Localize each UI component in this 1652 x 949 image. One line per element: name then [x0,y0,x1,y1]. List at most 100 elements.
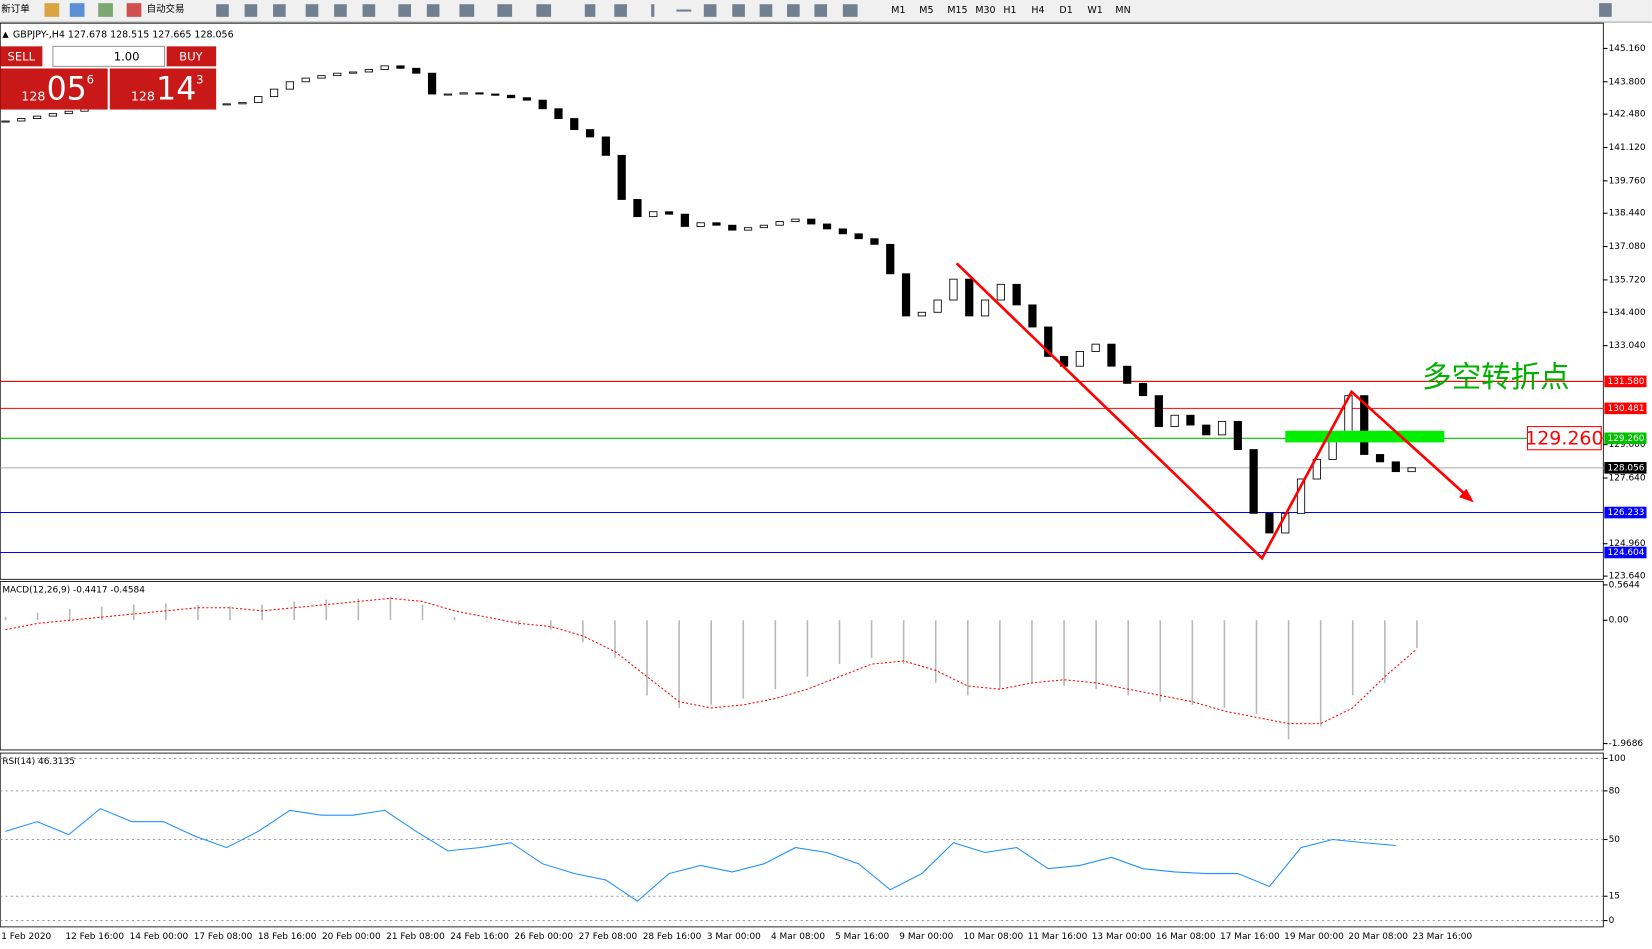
annotation: 多空转折点 [1422,360,1569,394]
level-axis-label: 128.056 [1608,463,1645,473]
macd-panel [0,580,1604,751]
candle [364,69,373,73]
candle [1012,283,1021,306]
icon[interactable] [362,4,376,17]
x-tick-label: 3 Mar 00:00 [707,932,761,942]
candle [996,283,1005,301]
timeframe-button[interactable]: H4 [1031,5,1044,16]
icon[interactable] [305,4,319,17]
candle [1249,449,1258,514]
timeframe-button[interactable]: MN [1115,5,1130,16]
x-tick-label: 27 Feb 08:00 [579,932,638,942]
buy-prefix: 128 [131,88,155,103]
buy-label[interactable]: BUY [179,49,203,63]
icon[interactable] [759,4,773,17]
icon[interactable] [651,4,655,17]
icon[interactable] [536,4,552,17]
new-order-button[interactable]: 新订单 [1,3,29,15]
sell-button[interactable] [0,46,43,67]
y-tick-label: 100 [1609,754,1626,764]
candle [412,67,421,74]
y-tick-label: 142.480 [1609,110,1646,120]
icon[interactable] [216,4,229,17]
y-tick-label: 127.640 [1609,474,1646,484]
candle [570,118,579,131]
search-icon[interactable] [1599,3,1612,17]
candle [680,213,689,227]
collapse-icon[interactable] [2,31,9,38]
x-tick-label: 10 Mar 08:00 [963,932,1023,942]
y-tick-label: 137.080 [1609,242,1646,252]
candle [506,94,516,99]
icon[interactable] [98,3,113,17]
icon[interactable] [614,4,627,17]
timeframe-button[interactable]: M5 [919,5,933,16]
candle [1407,467,1416,473]
icon[interactable] [273,4,286,17]
icon[interactable] [584,4,596,17]
icon[interactable] [787,4,800,17]
x-tick-label: 21 Feb 08:00 [386,932,445,942]
timeframe-button[interactable]: W1 [1087,5,1102,16]
timeframes: M1 M5 M15 M30 H1 H4 D1 W1 MN [891,5,1130,16]
sell-label[interactable]: SELL [8,49,36,63]
sell-prefix: 128 [21,88,45,103]
icon[interactable] [732,4,745,17]
candle [949,278,958,301]
icon[interactable] [676,9,692,12]
candle [728,224,737,231]
y-tick-label: 134.400 [1609,308,1646,318]
timeframe-button[interactable]: H1 [1003,5,1016,16]
sell-sup: 6 [87,73,94,87]
level-axis-box [1604,506,1647,519]
candle [870,238,879,245]
y-tick-label: 0.00 [1609,616,1629,626]
icon[interactable] [244,4,258,17]
icon[interactable] [126,3,142,17]
icon[interactable] [334,4,347,17]
candle [1075,351,1084,367]
lots-input[interactable] [52,45,166,67]
candle [901,273,911,317]
icon[interactable] [814,4,828,17]
lots-value[interactable]: 1.00 [114,49,140,63]
candle [743,227,753,231]
icon[interactable] [44,3,60,17]
buy-sup: 3 [196,73,203,87]
icon[interactable] [459,4,475,17]
x-tick-label: 13 Mar 00:00 [1092,932,1152,942]
candle [1044,326,1053,357]
candle [822,223,832,230]
candle [475,92,484,95]
candle [617,154,626,200]
icon[interactable] [703,4,717,17]
auto-trade-button[interactable]: 自动交易 [147,3,185,15]
icon[interactable] [69,3,85,17]
timeframe-button[interactable]: M30 [975,5,995,16]
candle [838,228,847,235]
buy-price-box[interactable] [109,68,217,110]
sell-price-box[interactable] [0,68,108,110]
candle [980,299,990,317]
timeframe-button[interactable]: M15 [947,5,967,16]
x-tick-label: 17 Mar 16:00 [1220,932,1280,942]
timeframe-button[interactable]: D1 [1059,5,1072,16]
y-tick-label: 0.5644 [1609,580,1641,590]
x-tick-label: 5 Mar 16:00 [835,932,889,942]
candle [396,65,405,69]
candle [48,113,58,117]
x-tick-label: 24 Feb 16:00 [450,932,509,942]
x-tick-label: 20 Mar 08:00 [1348,932,1408,942]
candle [491,93,500,96]
timeframe-button[interactable]: M1 [891,5,905,16]
icon[interactable] [497,4,513,17]
buy-button[interactable] [166,46,217,67]
level-axis-label: 131.580 [1608,377,1645,387]
icon[interactable] [842,4,858,17]
candle [522,97,531,101]
icon[interactable] [398,4,412,17]
icon[interactable] [426,4,440,17]
candle [17,118,26,122]
